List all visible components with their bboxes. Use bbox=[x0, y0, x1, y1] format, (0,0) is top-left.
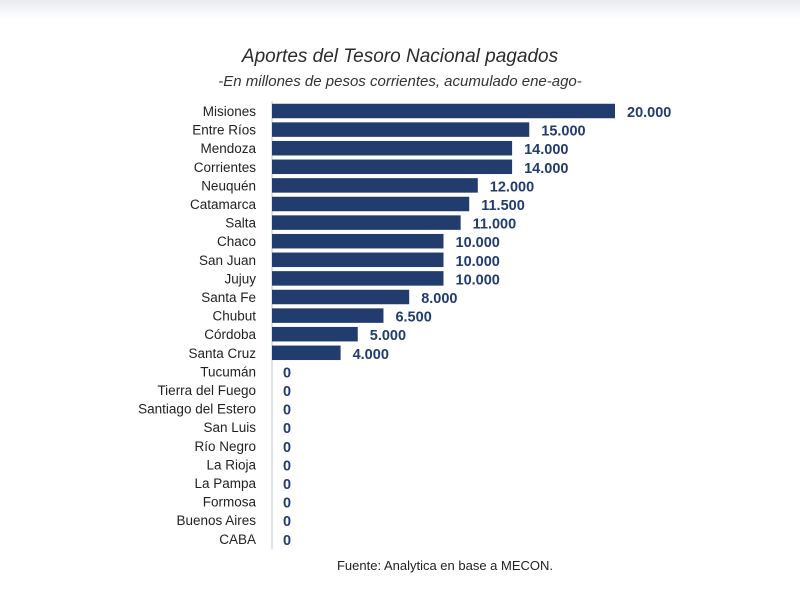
category-label: Chubut bbox=[212, 309, 256, 324]
source-note: Fuente: Analytica en base a MECON. bbox=[336, 558, 554, 573]
category-label: Catamarca bbox=[190, 197, 257, 212]
value-label: 0 bbox=[283, 440, 291, 456]
bar bbox=[272, 122, 530, 137]
category-label: CABA bbox=[219, 532, 256, 547]
value-label: 0 bbox=[283, 514, 291, 530]
value-label: 15.000 bbox=[541, 124, 585, 140]
bar bbox=[272, 178, 478, 193]
value-label: 10.000 bbox=[456, 254, 500, 270]
bar bbox=[272, 345, 341, 361]
bar bbox=[272, 271, 444, 286]
chart-title: Aportes del Tesoro Nacional pagados bbox=[241, 46, 559, 67]
value-label: 0 bbox=[283, 458, 291, 474]
bar bbox=[272, 326, 358, 342]
category-label: La Pampa bbox=[194, 476, 256, 491]
top-strip bbox=[0, 0, 800, 20]
value-label: 0 bbox=[283, 477, 291, 493]
category-label: San Juan bbox=[199, 253, 256, 268]
bar bbox=[272, 159, 513, 175]
value-label: 8.000 bbox=[421, 291, 457, 307]
bar bbox=[272, 140, 513, 156]
bar bbox=[272, 103, 615, 119]
category-label: Entre Ríos bbox=[192, 123, 256, 138]
category-label: Corrientes bbox=[194, 160, 257, 175]
value-label: 20.000 bbox=[627, 105, 671, 121]
category-label: Santa Cruz bbox=[188, 346, 256, 361]
value-label: 0 bbox=[283, 384, 291, 400]
category-label: Neuquén bbox=[201, 178, 256, 193]
category-label: Río Negro bbox=[194, 439, 256, 454]
value-label: 14.000 bbox=[524, 142, 568, 158]
bar bbox=[272, 233, 444, 249]
category-label: Tucumán bbox=[200, 364, 256, 379]
chart-subtitle: -En millones de pesos corrientes, acumul… bbox=[218, 73, 582, 90]
value-label: 11.000 bbox=[473, 217, 517, 233]
category-label: Salta bbox=[225, 216, 256, 231]
value-label: 0 bbox=[283, 533, 291, 549]
category-label: San Luis bbox=[203, 420, 256, 435]
bar bbox=[272, 252, 444, 268]
value-label: 0 bbox=[283, 421, 291, 437]
value-label: 0 bbox=[283, 403, 291, 419]
value-label: 5.000 bbox=[370, 328, 406, 344]
bar bbox=[272, 196, 470, 212]
value-label: 10.000 bbox=[456, 235, 500, 251]
bar bbox=[272, 215, 461, 230]
value-label: 11.500 bbox=[481, 198, 525, 214]
value-label: 0 bbox=[283, 496, 291, 512]
value-label: 4.000 bbox=[353, 347, 389, 363]
value-label: 0 bbox=[283, 365, 291, 381]
category-label: Chaco bbox=[217, 234, 256, 249]
value-label: 12.000 bbox=[490, 179, 534, 195]
category-label: Santa Fe bbox=[201, 290, 256, 305]
category-label: Santiago del Estero bbox=[138, 402, 256, 417]
category-label: Misiones bbox=[203, 104, 257, 119]
category-label: Mendoza bbox=[200, 141, 256, 156]
value-label: 10.000 bbox=[456, 272, 500, 288]
category-label: Buenos Aires bbox=[176, 513, 256, 528]
bar bbox=[272, 289, 410, 305]
category-label: Formosa bbox=[203, 495, 257, 510]
bar bbox=[272, 308, 384, 323]
value-label: 14.000 bbox=[524, 161, 568, 177]
category-label: La Rioja bbox=[206, 457, 256, 472]
value-label: 6.500 bbox=[395, 310, 431, 326]
category-label: Tierra del Fuego bbox=[157, 383, 256, 398]
category-label: Córdoba bbox=[204, 327, 256, 342]
category-label: Jujuy bbox=[224, 271, 256, 286]
